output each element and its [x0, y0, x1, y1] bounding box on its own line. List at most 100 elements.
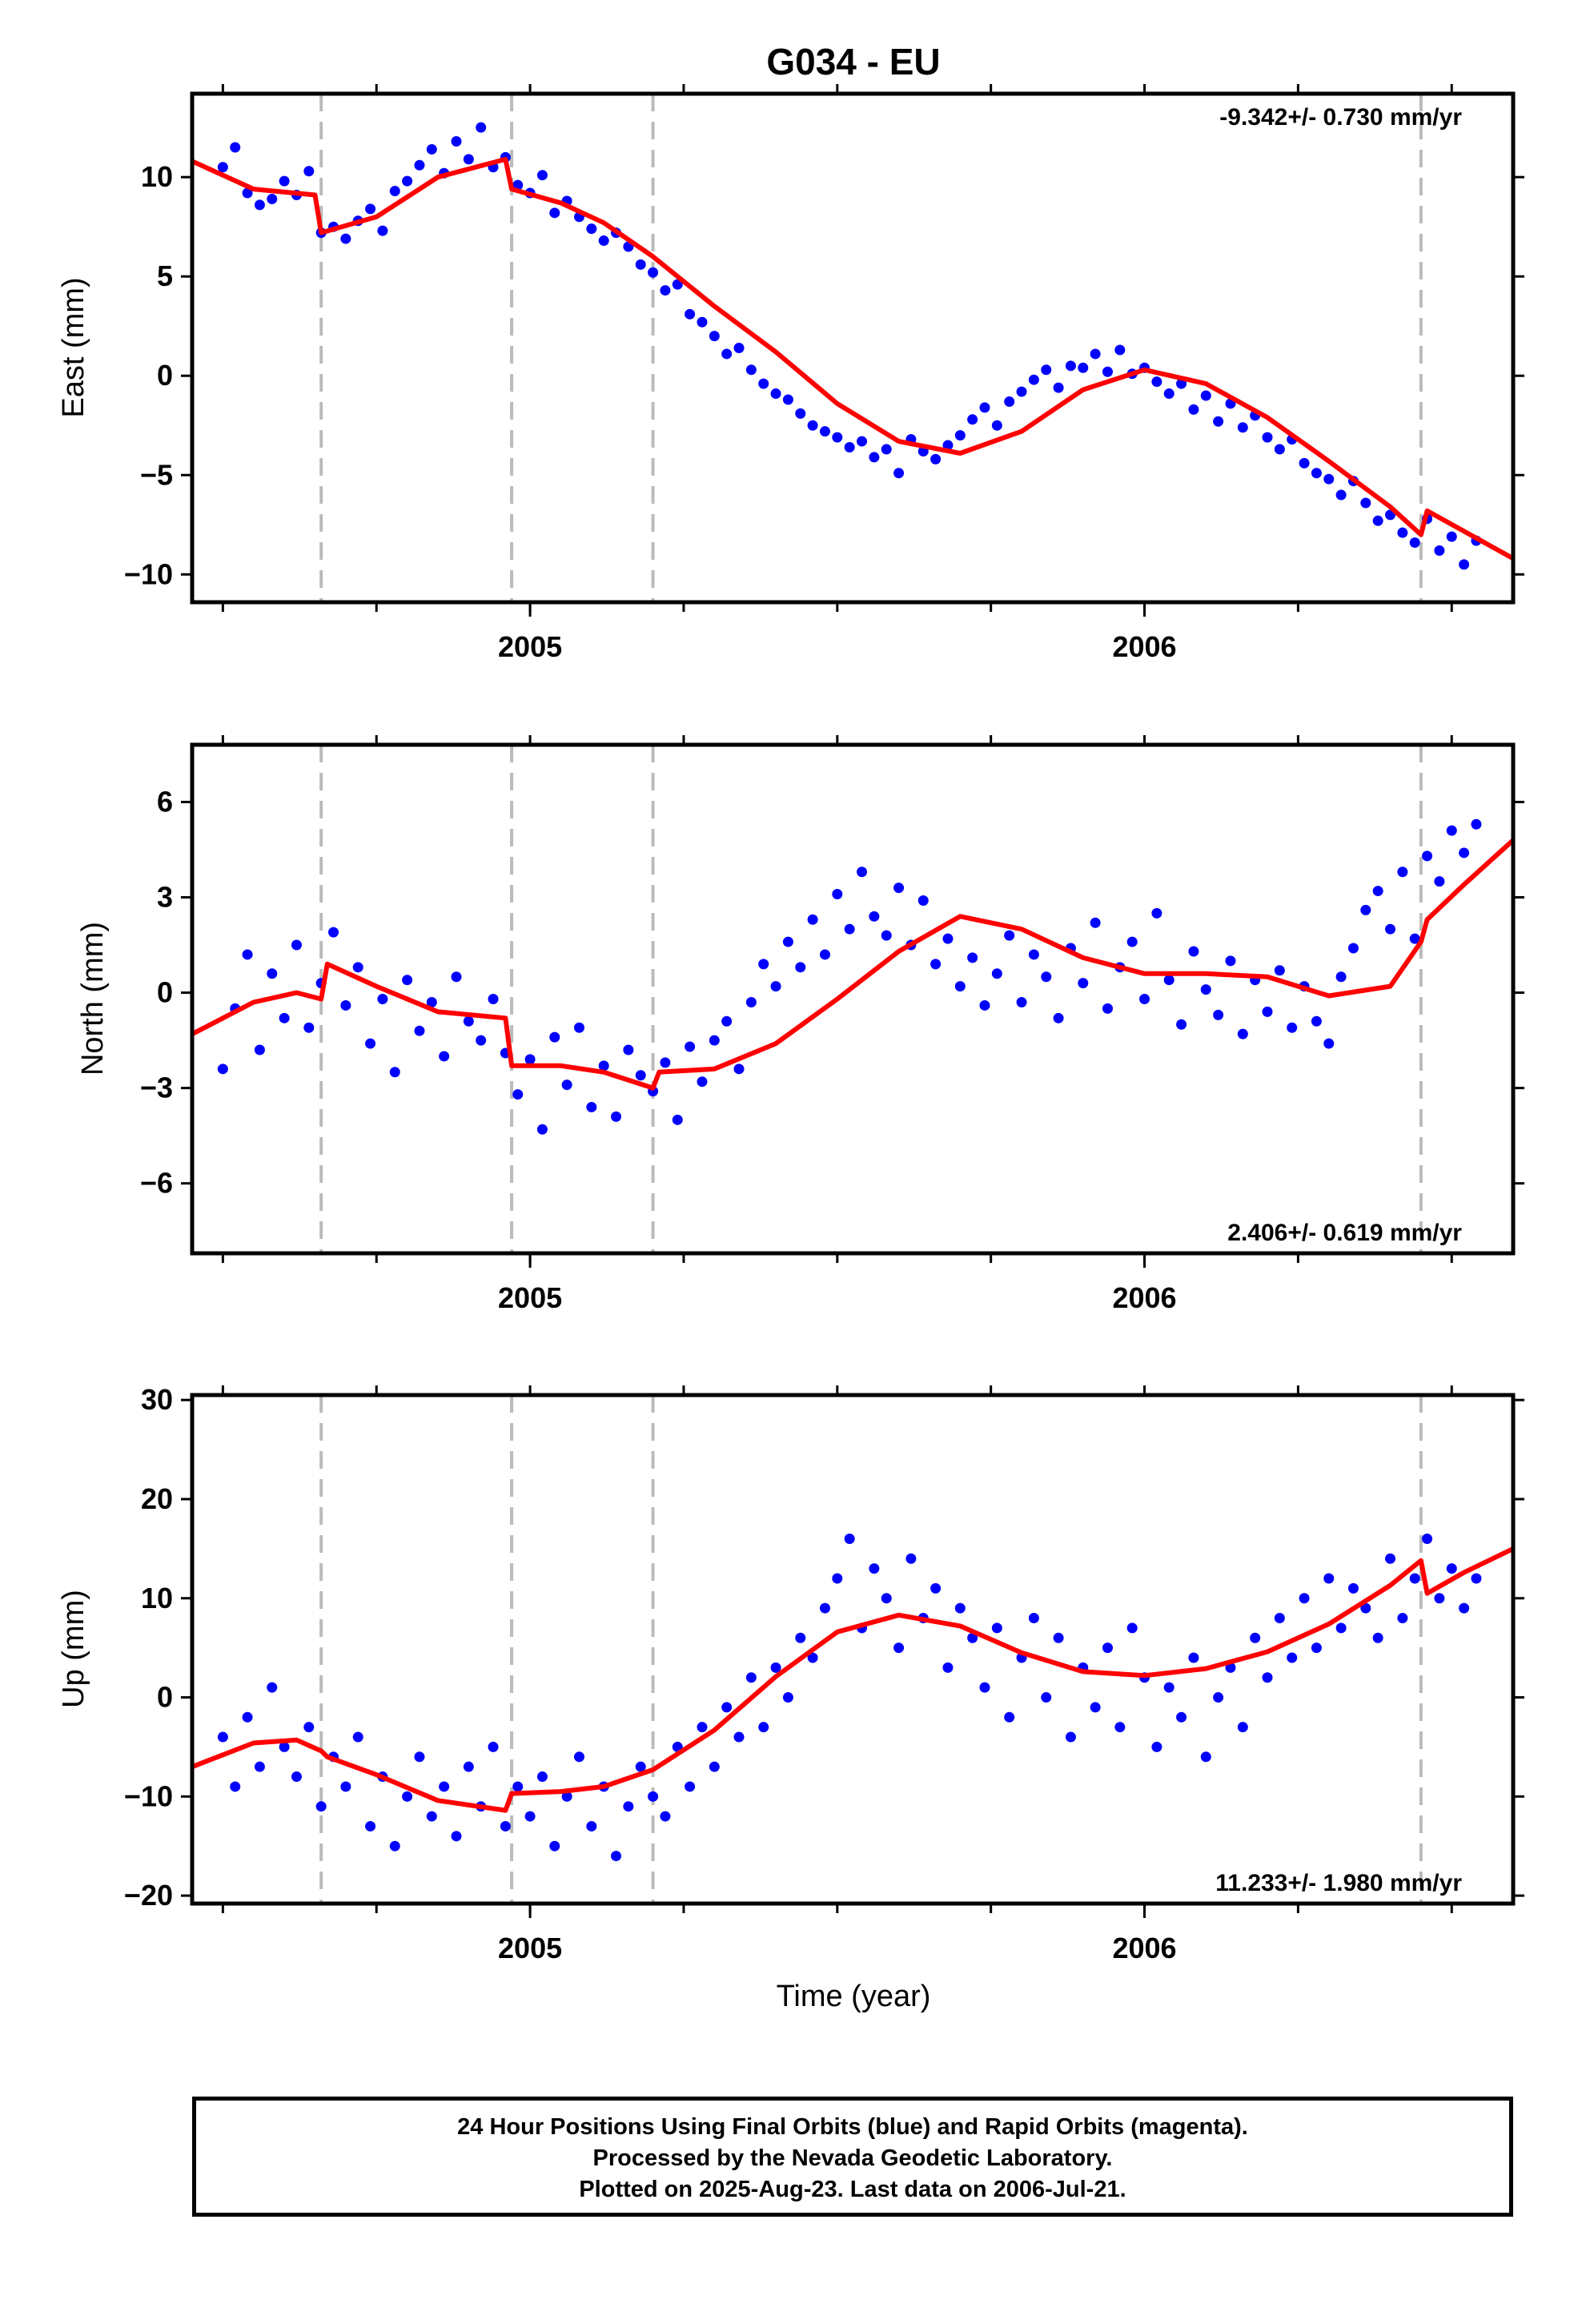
- north-data-point: [561, 1080, 572, 1091]
- up-data-point: [819, 1602, 830, 1614]
- up-data-point: [561, 1791, 572, 1802]
- north-data-point: [1360, 904, 1371, 915]
- up-data-point: [1311, 1642, 1322, 1654]
- north-data-point: [488, 994, 499, 1004]
- north-data-point: [954, 981, 966, 992]
- east-x-tick-label: 2006: [1112, 630, 1176, 663]
- north-data-point: [1237, 1028, 1248, 1039]
- east-data-point: [451, 136, 462, 147]
- up-data-point: [648, 1791, 659, 1802]
- up-data-point: [1090, 1702, 1101, 1713]
- up-data-point: [905, 1553, 917, 1564]
- north-data-point: [672, 1114, 683, 1125]
- up-data-point: [291, 1771, 302, 1783]
- up-data-point: [1213, 1692, 1224, 1703]
- east-data-point: [1397, 527, 1408, 538]
- panel-north: −6 −3 0 3 6 2005 2006 North (mm) 2.406+/- 0.61…: [76, 735, 1524, 1314]
- east-data-point: [1311, 468, 1322, 479]
- north-y-tick-label: −6: [140, 1167, 173, 1200]
- up-y-tick-label: −10: [124, 1779, 173, 1812]
- up-data-point: [1151, 1741, 1162, 1752]
- east-data-point: [807, 420, 818, 431]
- east-data-point: [1090, 348, 1101, 360]
- up-data-point: [451, 1831, 462, 1842]
- up-data-point: [782, 1692, 793, 1703]
- north-data-point: [1262, 1006, 1273, 1017]
- up-data-point: [1102, 1642, 1113, 1654]
- east-data-point: [881, 444, 892, 455]
- up-data-point: [254, 1761, 265, 1772]
- east-data-point: [1188, 404, 1199, 415]
- north-data-point: [1335, 971, 1347, 983]
- up-y-tick-label: 10: [141, 1582, 173, 1614]
- panel-up: −20 −10 0 10 20 30 2005 2006 Up (mm) 11.233+/- …: [57, 1383, 1524, 2013]
- north-data-point: [586, 1101, 597, 1112]
- caption-line-orbits: 24 Hour Positions Using Final Orbits (bl…: [457, 2114, 1248, 2140]
- up-data-point: [1385, 1553, 1396, 1564]
- north-data-point: [1213, 1009, 1224, 1020]
- up-data-point: [623, 1801, 634, 1812]
- east-data-point: [1102, 366, 1113, 377]
- up-y-tick-label: 30: [141, 1383, 173, 1416]
- east-data-point: [1114, 344, 1126, 356]
- east-data-point: [1299, 457, 1310, 468]
- up-data-point: [230, 1781, 241, 1792]
- up-data-point: [930, 1582, 942, 1594]
- up-data-point: [1126, 1622, 1138, 1634]
- east-data-point: [1151, 376, 1162, 388]
- north-data-point: [1274, 965, 1285, 976]
- east-data-point: [340, 233, 351, 244]
- north-data-point: [930, 959, 942, 970]
- north-y-axis-label: North (mm): [76, 922, 110, 1076]
- east-data-point: [869, 452, 880, 463]
- north-data-point: [1163, 975, 1174, 986]
- north-data-point: [1102, 1003, 1113, 1014]
- up-data-point: [536, 1771, 548, 1783]
- up-data-point: [1299, 1593, 1310, 1604]
- east-data-point: [660, 285, 671, 296]
- north-data-point: [733, 1063, 745, 1075]
- north-data-point: [389, 1067, 400, 1078]
- east-data-point: [1372, 515, 1383, 526]
- up-data-point: [660, 1811, 671, 1822]
- north-y-tick-label: −3: [140, 1072, 173, 1104]
- east-y-tick-label: 10: [141, 160, 173, 193]
- up-data-point: [1028, 1613, 1039, 1624]
- up-data-point: [315, 1801, 327, 1812]
- north-data-point: [1151, 907, 1162, 919]
- up-data-point: [733, 1731, 745, 1743]
- up-data-point: [352, 1731, 363, 1743]
- north-data-point: [352, 962, 363, 973]
- east-data-point: [733, 343, 745, 353]
- north-data-point: [770, 981, 781, 992]
- up-data-point: [1422, 1533, 1433, 1544]
- north-data-point: [758, 959, 769, 970]
- east-data-point: [217, 162, 228, 173]
- north-y-tick-label: 0: [157, 976, 173, 1009]
- east-data-point: [1262, 432, 1273, 443]
- east-data-point: [402, 175, 413, 187]
- east-data-point: [476, 122, 487, 133]
- up-data-point: [844, 1533, 855, 1544]
- east-data-point: [254, 199, 265, 211]
- north-data-point: [893, 883, 905, 894]
- up-data-point: [426, 1811, 437, 1822]
- north-data-point: [721, 1015, 733, 1027]
- north-data-point: [1028, 949, 1039, 960]
- north-data-point: [279, 1012, 290, 1023]
- east-data-point: [967, 414, 978, 425]
- east-data-point: [242, 187, 253, 199]
- north-data-point: [795, 962, 806, 973]
- up-data-point: [279, 1741, 290, 1752]
- up-data-point: [1200, 1751, 1211, 1763]
- up-y-tick-label: −20: [124, 1879, 173, 1912]
- east-data-point: [414, 159, 425, 171]
- up-data-point: [267, 1682, 278, 1693]
- east-data-point: [635, 259, 646, 270]
- up-data-point: [1397, 1613, 1408, 1624]
- east-data-point: [770, 388, 781, 400]
- east-y-tick-label: −5: [140, 458, 173, 491]
- east-data-point: [795, 408, 806, 419]
- east-data-point: [979, 402, 990, 413]
- east-data-point: [697, 316, 708, 328]
